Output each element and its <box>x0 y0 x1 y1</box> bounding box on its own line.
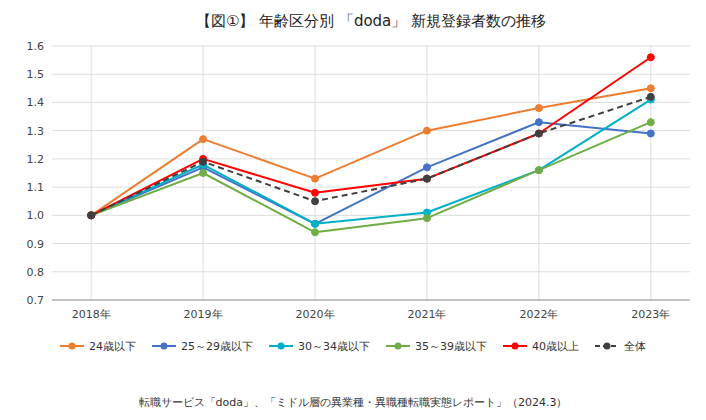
series-marker <box>535 167 542 174</box>
legend-label: 30～34歳以下 <box>298 340 370 353</box>
y-grid-line <box>52 130 690 131</box>
series-marker <box>88 212 95 219</box>
series-line <box>91 100 651 224</box>
series-marker <box>647 93 654 100</box>
y-grid-line <box>52 158 690 159</box>
plot-area <box>88 54 655 236</box>
legend-item: 35～39歳以下 <box>386 340 487 353</box>
series-marker <box>535 130 542 137</box>
series-marker <box>200 158 207 165</box>
legend-marker <box>69 343 76 350</box>
legend-item: 24歳以下 <box>60 340 136 353</box>
legend-label: 25～29歳以下 <box>181 340 253 353</box>
series-marker <box>312 198 319 205</box>
y-grid-line <box>52 74 690 75</box>
series <box>88 119 655 236</box>
x-tick-label: 2022年 <box>519 308 558 321</box>
series-marker <box>88 212 95 219</box>
x-grid-line <box>426 46 427 300</box>
series <box>88 119 655 228</box>
legend-item: 全体 <box>595 340 646 353</box>
legend-label: 全体 <box>624 340 646 353</box>
series-marker <box>535 167 542 174</box>
y-tick-label: 0.8 <box>27 266 45 279</box>
series-marker <box>647 54 654 61</box>
y-tick-label: 1.2 <box>27 153 45 166</box>
series-marker <box>647 119 654 126</box>
y-tick-label: 1.4 <box>27 96 45 109</box>
legend-label: 40歳以上 <box>532 340 579 353</box>
legend-marker <box>161 343 168 350</box>
series-marker <box>423 164 430 171</box>
legend-label: 24歳以下 <box>89 340 136 353</box>
grid <box>52 46 690 300</box>
series-marker <box>312 175 319 182</box>
series-marker <box>423 215 430 222</box>
series-line <box>91 57 651 215</box>
y-tick-label: 0.9 <box>27 238 45 251</box>
title: 【図①】 年齢区分別 「doda」 新規登録者数の推移 <box>196 12 546 30</box>
x-tick-label: 2023年 <box>631 308 670 321</box>
series <box>88 93 655 219</box>
series-marker <box>312 220 319 227</box>
x-tick-label: 2019年 <box>184 308 223 321</box>
x-grid-line <box>91 46 92 300</box>
series-marker <box>312 189 319 196</box>
series <box>88 54 655 219</box>
x-grid-line <box>315 46 316 300</box>
legend-label: 35～39歳以下 <box>415 340 487 353</box>
series-marker <box>88 212 95 219</box>
series-marker <box>647 130 654 137</box>
series-marker <box>200 136 207 143</box>
series-marker <box>423 175 430 182</box>
y-grid-line <box>52 102 690 103</box>
legend-item: 30～34歳以下 <box>269 340 370 353</box>
series-line <box>91 122 651 232</box>
series-marker <box>88 212 95 219</box>
legend-marker <box>604 343 611 350</box>
y-tick-label: 0.7 <box>27 294 45 307</box>
y-tick-label: 1.1 <box>27 181 45 194</box>
y-tick-label: 1.5 <box>27 68 45 81</box>
y-grid-line <box>52 300 690 301</box>
x-axis-line <box>52 300 690 301</box>
series-marker <box>200 170 207 177</box>
y-tick-label: 1.3 <box>27 125 45 138</box>
x-tick-label: 2018年 <box>72 308 111 321</box>
series-marker <box>647 85 654 92</box>
series-marker <box>535 105 542 112</box>
chart: 【図①】 年齢区分別 「doda」 新規登録者数の推移 0.7 0.8 0.9 1.0 1… <box>0 0 706 420</box>
subtitle: 転職サービス「doda」、「ミドル層の異業種・異職種転職実態レポート」（2024… <box>139 396 568 409</box>
series-marker <box>88 212 95 219</box>
y-tick-label: 1.0 <box>27 209 45 222</box>
x-tick-label: 2020年 <box>296 308 335 321</box>
series-marker <box>423 175 430 182</box>
legend: 24歳以下 25～29歳以下 30～34歳以下 35～39歳以下 40歳以上 全体 <box>60 340 646 353</box>
legend-marker <box>395 343 402 350</box>
legend-marker <box>278 343 285 350</box>
series-marker <box>535 130 542 137</box>
series-marker <box>535 119 542 126</box>
series-line <box>91 97 651 216</box>
series-marker <box>423 127 430 134</box>
series-marker <box>88 212 95 219</box>
y-grid-line <box>52 243 690 244</box>
series-marker <box>312 220 319 227</box>
series <box>88 96 655 227</box>
legend-item: 25～29歳以下 <box>152 340 253 353</box>
y-grid-line <box>52 46 690 47</box>
y-tick-label: 1.6 <box>27 40 45 53</box>
legend-item: 40歳以上 <box>503 340 579 353</box>
y-grid-line <box>52 215 690 216</box>
x-tick-label: 2021年 <box>407 308 446 321</box>
legend-marker <box>512 343 519 350</box>
y-grid-line <box>52 271 690 272</box>
series-marker <box>312 229 319 236</box>
x-grid-line <box>650 46 651 300</box>
